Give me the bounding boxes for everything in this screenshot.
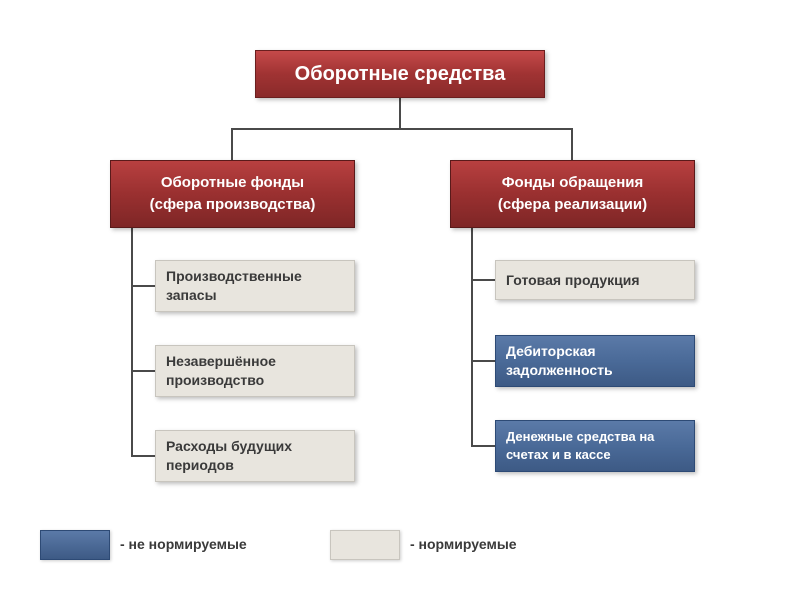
left-child-node: Производственные запасы (155, 260, 355, 312)
connector (399, 98, 401, 128)
connector (471, 228, 473, 446)
connector (471, 445, 495, 447)
left-child-node: Незавершённое производство (155, 345, 355, 397)
level2-left-node: Оборотные фонды (сфера производства) (110, 160, 355, 228)
level2-right-line1: Фонды обращения (502, 172, 644, 195)
left-child-label: Производственные запасы (166, 267, 354, 305)
connector (571, 128, 573, 160)
connector (471, 360, 495, 362)
connector (231, 128, 571, 130)
legend-blue-label: - не нормируемые (120, 536, 247, 552)
connector (471, 279, 495, 281)
root-node: Оборотные средства (255, 50, 545, 98)
right-child-node: Дебиторская задолженность (495, 335, 695, 387)
right-child-label: Денежные средства на счетах и в кассе (506, 428, 694, 463)
right-child-label: Готовая продукция (506, 271, 640, 290)
legend-beige-swatch (330, 530, 400, 560)
level2-right-line2: (сфера реализации) (498, 194, 647, 217)
right-child-label: Дебиторская задолженность (506, 342, 694, 380)
connector (131, 370, 155, 372)
right-child-node: Готовая продукция (495, 260, 695, 300)
level2-right-node: Фонды обращения (сфера реализации) (450, 160, 695, 228)
left-child-label: Незавершённое производство (166, 352, 354, 390)
left-child-node: Расходы будущих периодов (155, 430, 355, 482)
level2-left-line2: (сфера производства) (150, 194, 316, 217)
right-child-node: Денежные средства на счетах и в кассе (495, 420, 695, 472)
root-label: Оборотные средства (295, 63, 506, 86)
connector (131, 285, 155, 287)
connector (131, 228, 133, 456)
legend-blue-swatch (40, 530, 110, 560)
connector (231, 128, 233, 160)
connector (131, 455, 155, 457)
level2-left-line1: Оборотные фонды (161, 172, 304, 195)
left-child-label: Расходы будущих периодов (166, 437, 354, 475)
legend-beige-label: - нормируемые (410, 536, 517, 552)
